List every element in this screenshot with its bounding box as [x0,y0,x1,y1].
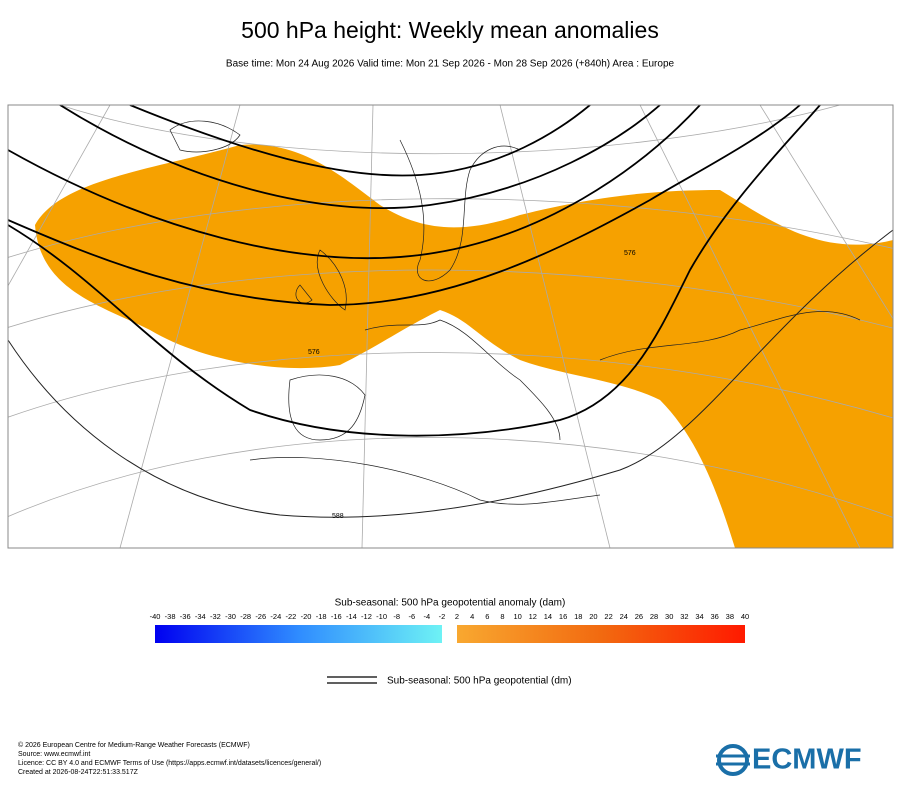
map-frame [7,104,894,549]
map: 576 576 588 [8,105,893,548]
colorbar-tick-label: 2 [455,612,459,621]
colorbar-tick-label: 14 [544,612,552,621]
footer-line: Created at 2026-08-24T22:51:33.517Z [18,769,139,776]
colorbar-tick-label: -4 [424,612,431,621]
colorbar-tick-label: -8 [393,612,400,621]
colorbar-tick-label: -24 [270,612,281,621]
subtitle: Base time: Mon 24 Aug 2026 Valid time: M… [226,59,675,70]
colorbar-tick-label: -30 [225,612,236,621]
footer-line: Licence: CC BY 4.0 and ECMWF Terms of Us… [18,760,321,767]
colorbar-ticks: -40 -38 -36 -34 -32 -30 -28 -26 -24 -22 -20 -18 -16-… [150,612,750,621]
colorbar-tick-label: 34 [695,612,703,621]
colorbar-tick-label: 8 [500,612,504,621]
title: 500 hPa height: Weekly mean anomalies [241,17,659,43]
footer-line: Source: www.ecmwf.int [18,751,90,758]
colorbar-tick-label: 20 [589,612,597,621]
height-contours [8,105,893,518]
colorbar-tick-label: -14 [346,612,357,621]
colorbar-tick-label: -18 [316,612,327,621]
colorbar-tick-label: -38 [165,612,176,621]
colorbar-tick-label: 22 [604,612,612,621]
colorbar-tick-label: 12 [529,612,537,621]
coastlines [169,120,861,505]
colorbar-tick-label: -34 [195,612,206,621]
colorbar-tick-label: 26 [635,612,643,621]
colorbar-positive [457,625,745,643]
colorbar-tick-label: -16 [331,612,342,621]
logo-text: ECMWF [752,744,862,776]
footer-line: © 2026 European Centre for Medium-Range … [18,741,250,749]
colorbar-tick-label: -2 [439,612,446,621]
colorbar-tick-label: -20 [301,612,312,621]
colorbar-tick-label: -6 [408,612,415,621]
contour-label: 588 [332,513,344,520]
legend-label: Sub-seasonal: 500 hPa geopotential (dm) [387,676,572,687]
footer: © 2026 European Centre for Medium-Range … [18,741,321,776]
colorbar-tick-label: -22 [286,612,297,621]
colorbar-tick-label: -40 [150,612,161,621]
colorbar-negative [155,625,442,643]
colorbar-tick-label: 16 [559,612,567,621]
colorbar-title: Sub-seasonal: 500 hPa geopotential anoma… [335,598,566,609]
contour-label: 576 [624,250,636,257]
colorbar-tick-label: 10 [513,612,521,621]
logo: ECMWF [716,744,862,776]
graticule [8,105,893,548]
colorbar-tick-label: 30 [665,612,673,621]
contour-label: 576 [308,349,320,356]
colorbar-tick-label: -10 [376,612,387,621]
colorbar-tick-label: 40 [741,612,749,621]
colorbar-tick-label: 4 [470,612,474,621]
colorbar-tick-label: 38 [726,612,734,621]
colorbar-tick-label: -36 [180,612,191,621]
colorbar-tick-label: -12 [361,612,372,621]
colorbar-tick-label: -26 [255,612,266,621]
colorbar-tick-label: -32 [210,612,221,621]
colorbar-tick-label: 32 [680,612,688,621]
colorbar-tick-label: 6 [485,612,489,621]
colorbar-tick-label: -28 [240,612,251,621]
colorbar-tick-label: 36 [711,612,719,621]
colorbar-tick-label: 18 [574,612,582,621]
colorbar-tick-label: 24 [620,612,628,621]
colorbar-tick-label: 28 [650,612,658,621]
logo-icon [717,744,749,776]
